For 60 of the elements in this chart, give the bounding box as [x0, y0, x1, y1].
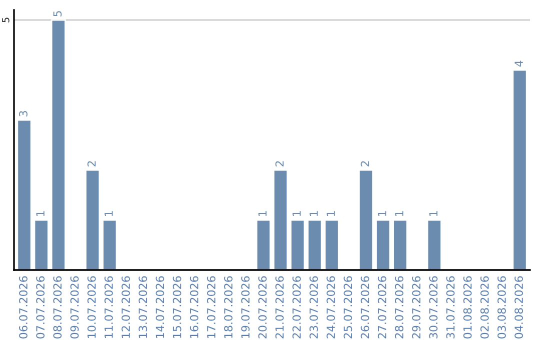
- data-label: 1: [104, 211, 113, 216]
- bar: [324, 219, 340, 270]
- x-tick-label: 14.07.2026: [156, 276, 164, 338]
- data-label: 2: [87, 161, 96, 166]
- x-tick-label: 21.07.2026: [275, 276, 284, 338]
- x-tick-label: 20.07.2026: [258, 276, 267, 338]
- x-tick-label: 02.08.2026: [480, 276, 489, 338]
- bar: [85, 169, 100, 270]
- data-label: 4: [514, 60, 523, 67]
- data-label: 5: [53, 11, 62, 16]
- x-tick-label: 01.08.2026: [463, 276, 472, 338]
- x-tick-label: 16.07.2026: [190, 276, 198, 338]
- bar: [307, 219, 322, 270]
- x-tick-label: 12.07.2026: [122, 276, 130, 338]
- data-label: 1: [310, 211, 318, 216]
- data-label: 2: [360, 161, 370, 166]
- x-tick-label: 18.07.2026: [224, 276, 233, 338]
- x-tick-label: 22.07.2026: [292, 276, 301, 338]
- x-tick-label: 25.07.2026: [344, 276, 352, 338]
- x-tick-label: 23.07.2026: [310, 276, 318, 338]
- x-tick-label: 19.07.2026: [241, 276, 250, 338]
- bar: [426, 219, 442, 270]
- data-label: 1: [292, 211, 301, 216]
- data-label: 2: [275, 161, 284, 166]
- data-label: 1: [429, 211, 438, 216]
- bar: [16, 119, 32, 270]
- x-tick-label: 06.07.2026: [19, 276, 28, 338]
- data-label: 3: [19, 111, 28, 116]
- data-label: 1: [326, 211, 335, 216]
- bar: [290, 219, 306, 270]
- data-label: 1: [395, 211, 404, 216]
- x-tick-label: 04.08.2026: [514, 276, 523, 338]
- x-tick-label: 30.07.2026: [429, 276, 438, 338]
- x-tick-label: 09.07.2026: [70, 276, 79, 338]
- x-tick-label: 17.07.2026: [207, 276, 216, 338]
- bar: [102, 219, 118, 270]
- x-tick-label: 24.07.2026: [326, 276, 336, 338]
- x-tick-label: 15.07.2026: [172, 276, 182, 338]
- bar: [256, 219, 271, 270]
- bar: [273, 169, 288, 270]
- bar: [358, 169, 374, 270]
- bar: [376, 219, 391, 270]
- data-label: 1: [36, 211, 44, 216]
- x-tick-label: 13.07.2026: [138, 276, 148, 338]
- x-tick-label: 28.07.2026: [394, 276, 404, 338]
- x-tick-label: 07.07.2026: [36, 276, 45, 338]
- data-label: 1: [378, 211, 386, 216]
- bar: [50, 19, 66, 270]
- bar: [34, 219, 49, 270]
- x-tick-label: 29.07.2026: [412, 276, 420, 338]
- x-tick-label: 31.07.2026: [446, 276, 455, 338]
- x-tick-label: 08.07.2026: [53, 276, 62, 338]
- bar: [392, 219, 408, 270]
- x-tick-label: 11.07.2026: [104, 276, 113, 338]
- x-tick-label: 27.07.2026: [378, 276, 386, 338]
- x-tick-label: 10.07.2026: [87, 276, 96, 338]
- x-tick-label: 26.07.2026: [360, 276, 370, 338]
- bar: [512, 69, 528, 270]
- data-label: 1: [258, 211, 267, 216]
- x-tick-label: 03.08.2026: [497, 276, 506, 338]
